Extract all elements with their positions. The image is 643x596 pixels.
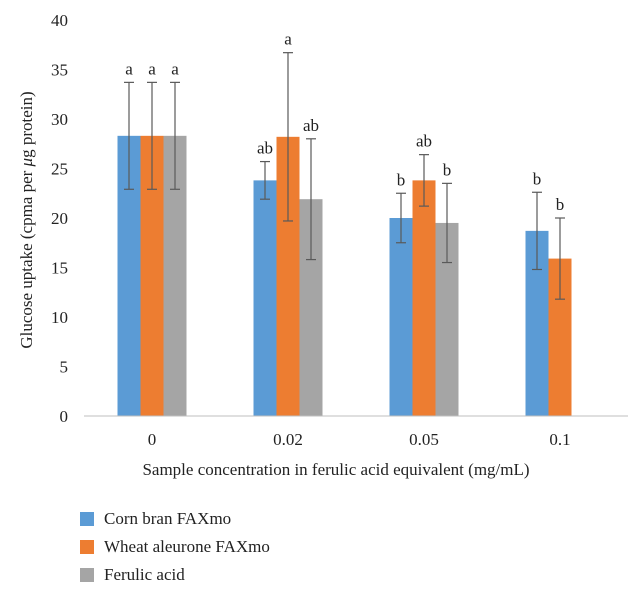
bar [412, 180, 436, 416]
x-tick-label: 0.02 [273, 430, 303, 449]
x-tick-label: 0.05 [409, 430, 439, 449]
y-tick-label: 30 [51, 110, 68, 129]
bar [299, 199, 323, 416]
y-tick-label: 25 [51, 160, 68, 179]
bars [117, 135, 572, 416]
y-tick-label: 10 [51, 308, 68, 327]
significance-label: a [148, 59, 156, 78]
y-tick-label: 15 [51, 259, 68, 278]
y-axis-title-mu: μ [17, 158, 36, 168]
legend-swatch [80, 540, 94, 554]
significance-label: b [397, 170, 406, 189]
bar [140, 135, 164, 416]
y-axis-title: Glucose uptake (cpma per μg protein) [17, 91, 36, 348]
legend-label: Wheat aleurone FAXmo [104, 537, 270, 556]
significance-label: ab [257, 139, 273, 158]
legend-label: Corn bran FAXmo [104, 509, 231, 528]
x-axis-ticks: 0 0.02 0.05 0.1 [148, 430, 571, 449]
legend-swatch [80, 568, 94, 582]
significance-label: b [533, 169, 542, 188]
bar [435, 222, 459, 416]
significance-label: ab [416, 132, 432, 151]
x-tick-label: 0.1 [549, 430, 570, 449]
y-axis-ticks: 0 5 10 15 20 25 30 35 40 [51, 11, 68, 426]
significance-label: b [556, 195, 565, 214]
significance-label: ab [303, 116, 319, 135]
legend: Corn bran FAXmo Wheat aleurone FAXmo Ferul… [80, 509, 270, 584]
bar [163, 135, 187, 416]
svg-text:Glucose uptake (cpma per μg pr: Glucose uptake (cpma per μg protein) [17, 91, 36, 348]
x-axis-title: Sample concentration in ferulic acid equ… [142, 460, 529, 479]
bar [117, 135, 141, 416]
bar [548, 258, 572, 416]
legend-label: Ferulic acid [104, 565, 185, 584]
y-axis-title-part-2: g protein) [17, 91, 36, 158]
bar [525, 230, 549, 416]
y-tick-label: 5 [60, 358, 69, 377]
y-tick-label: 40 [51, 11, 68, 30]
bar [389, 218, 413, 416]
error-bars [124, 52, 565, 300]
significance-label: a [125, 59, 133, 78]
bar [253, 180, 277, 416]
significance-label: b [443, 160, 452, 179]
y-axis-title-part-1: Glucose uptake (cpma per [17, 166, 36, 348]
bar [276, 136, 300, 416]
y-tick-label: 35 [51, 61, 68, 80]
y-tick-label: 0 [60, 407, 69, 426]
significance-label: a [171, 59, 179, 78]
legend-swatch [80, 512, 94, 526]
x-tick-label: 0 [148, 430, 157, 449]
y-tick-label: 20 [51, 209, 68, 228]
significance-label: a [284, 30, 292, 49]
